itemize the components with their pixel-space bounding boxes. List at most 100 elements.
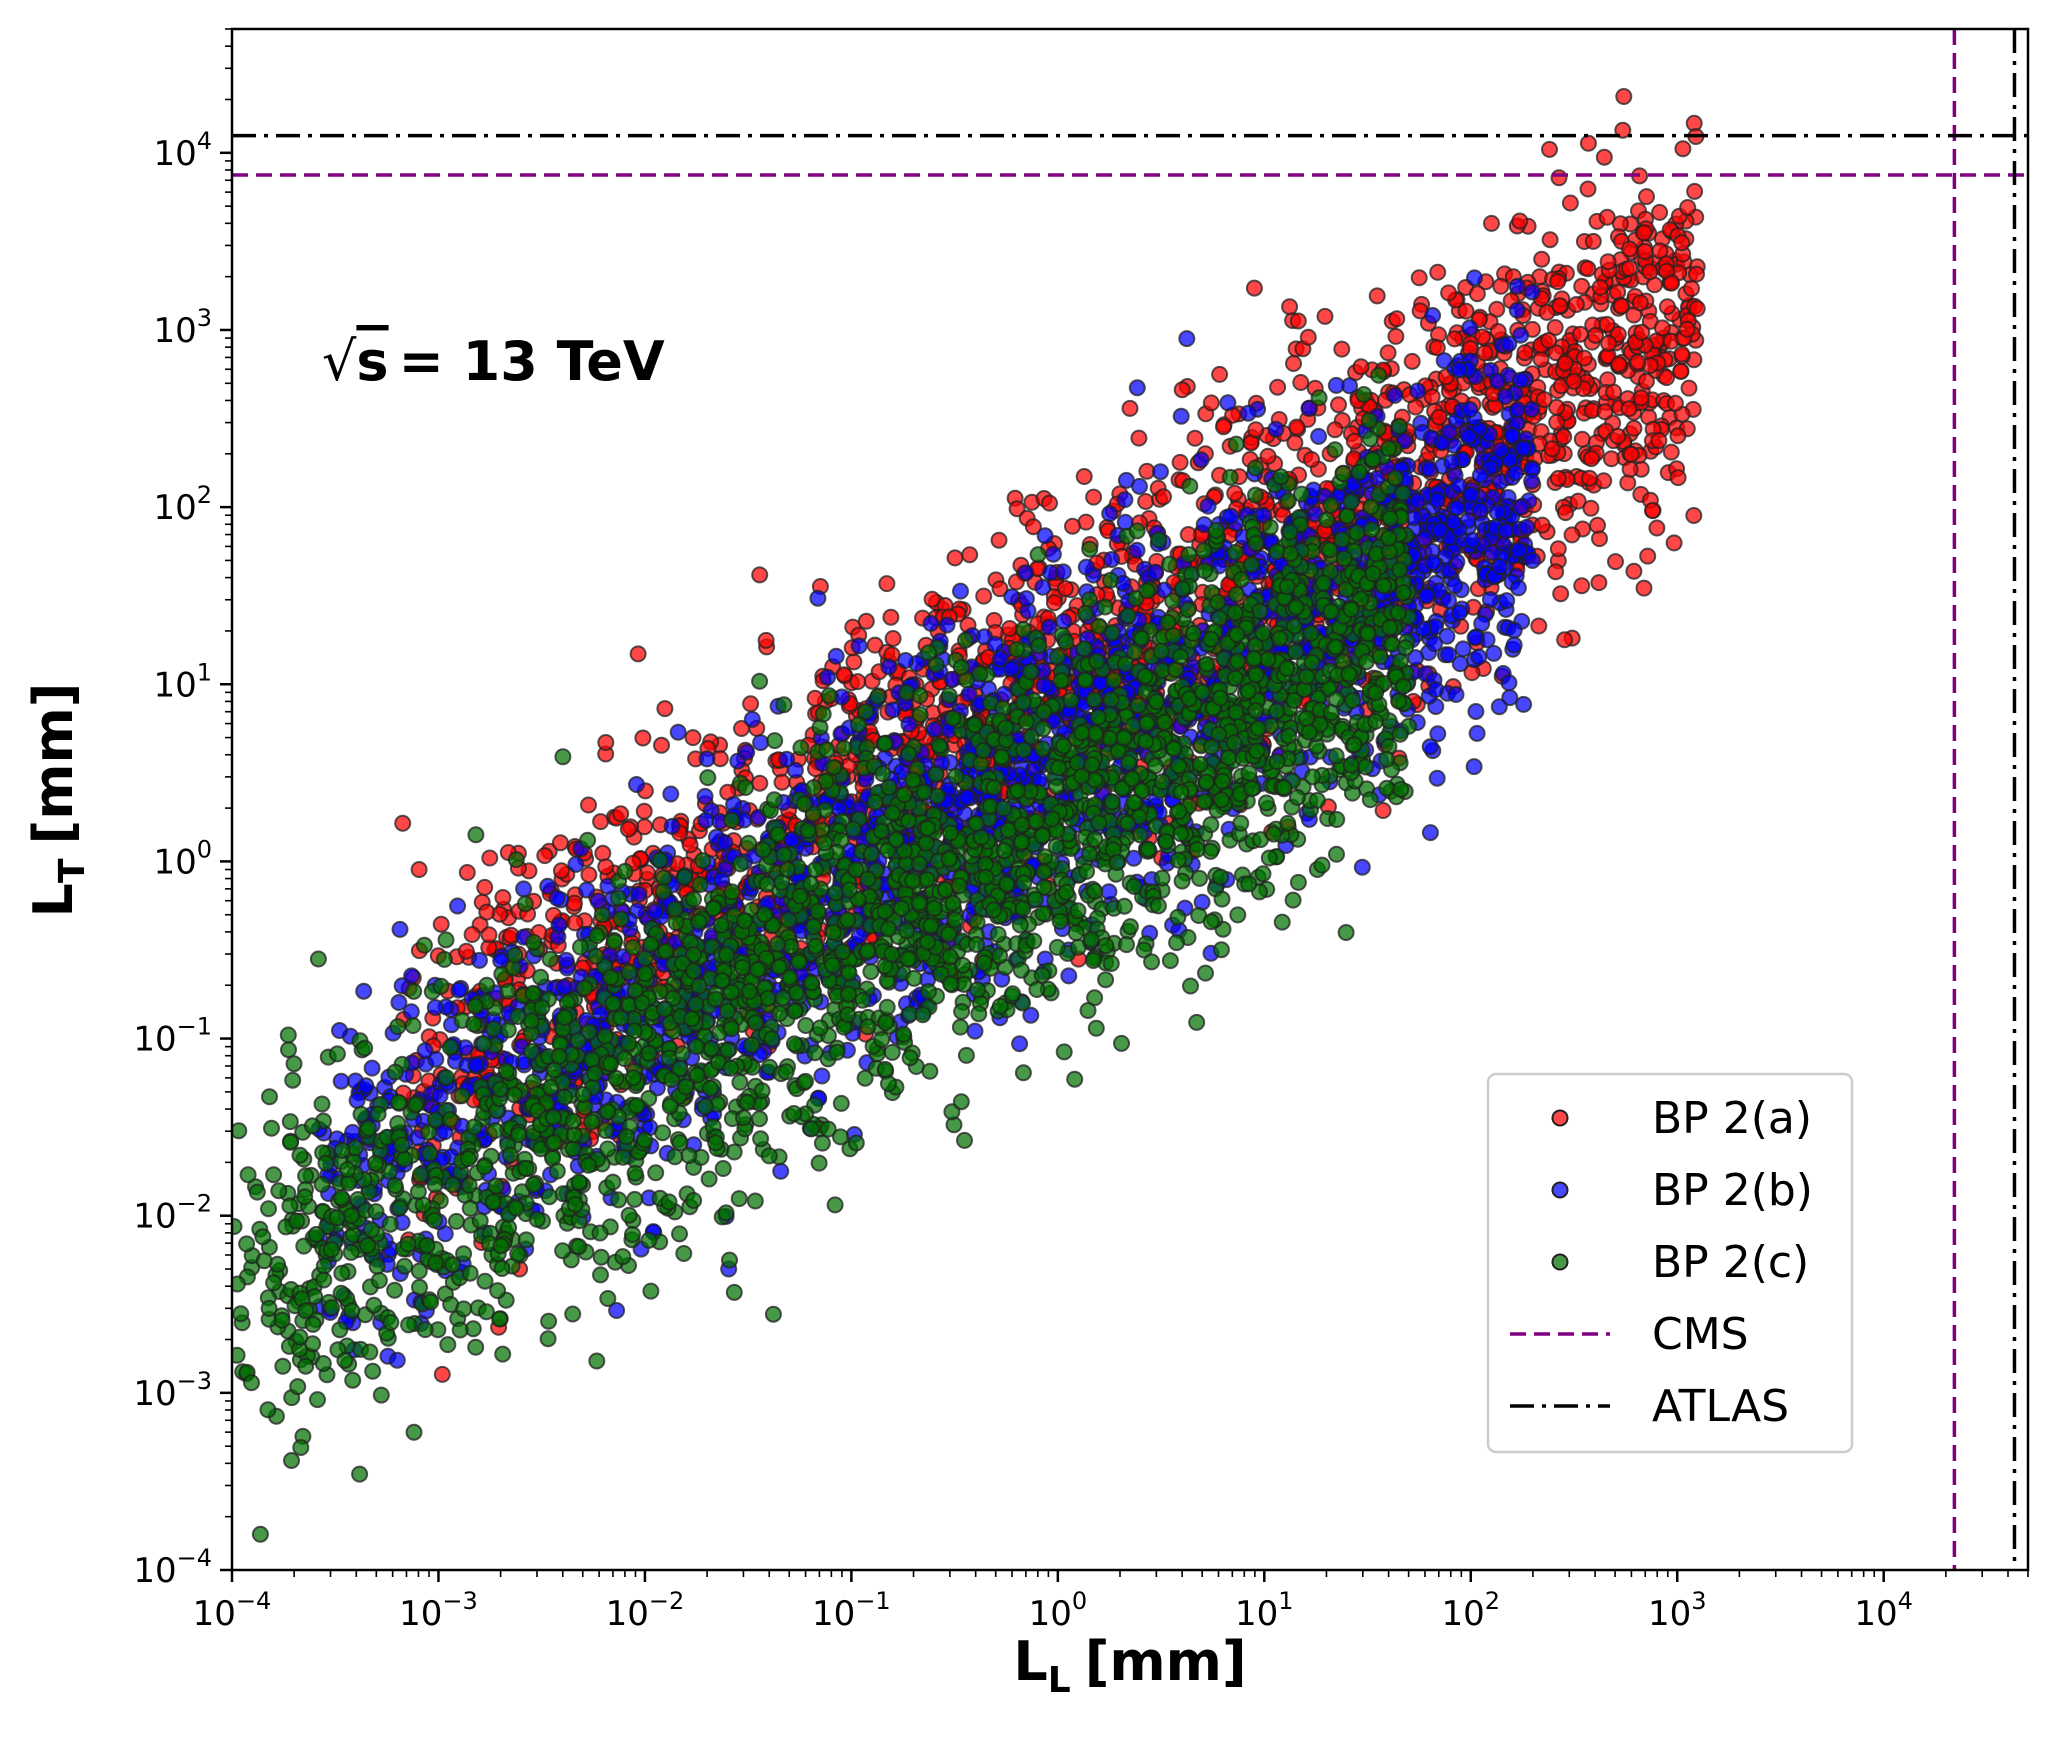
series-2-point — [966, 1022, 984, 1040]
series-1-point — [1635, 224, 1653, 242]
series-1-point — [1538, 303, 1556, 321]
series-1-point — [857, 612, 875, 630]
series-1-point — [636, 818, 653, 836]
series-3-point — [1181, 477, 1199, 495]
series-3-point — [572, 938, 589, 956]
series-2-point — [1512, 498, 1530, 516]
series-1-point — [1650, 432, 1668, 449]
series-2-point — [1460, 427, 1478, 445]
series-1-point — [1303, 451, 1320, 468]
series-2-point — [1101, 505, 1119, 523]
series-2-point — [331, 1022, 348, 1039]
series-2-point — [391, 920, 409, 938]
series-1-point — [1155, 488, 1172, 506]
series-2-point — [1461, 400, 1479, 418]
series-1-point — [656, 700, 674, 718]
series-2-point — [1427, 681, 1445, 699]
series-2-point — [1447, 686, 1465, 703]
series-2-point — [1462, 486, 1480, 504]
series-1-point — [1540, 332, 1558, 349]
series-1-point — [1565, 372, 1583, 390]
series-2-point — [1498, 592, 1516, 610]
series-1-point — [1641, 263, 1659, 281]
series-1-point — [1573, 577, 1591, 595]
series-1-point — [1281, 298, 1299, 316]
series-1-point — [882, 608, 900, 626]
series-2-point — [1178, 330, 1196, 348]
series-2-point — [1131, 477, 1148, 495]
series-1-point — [1492, 277, 1510, 295]
series-1-point — [1557, 504, 1574, 522]
series-1-point — [1530, 617, 1548, 635]
series-1-point — [635, 802, 653, 820]
series-3-point — [967, 815, 985, 832]
series-3-point — [1328, 845, 1345, 863]
series-1-point — [1299, 328, 1317, 346]
series-1-point — [1075, 468, 1093, 485]
series-2-point — [1465, 758, 1483, 776]
series-2-point — [1507, 464, 1525, 482]
series-2-point — [1497, 522, 1514, 540]
series-1-point — [1609, 427, 1627, 445]
series-1-point — [1440, 284, 1458, 302]
series-2-point — [738, 743, 756, 761]
series-1-point — [1556, 631, 1574, 649]
series-1-point — [1688, 300, 1706, 318]
series-2-point — [1035, 677, 1053, 694]
series-2-point — [880, 658, 898, 676]
series-3-point — [1227, 435, 1245, 453]
series-1-point — [1620, 400, 1638, 418]
series-1-point — [849, 673, 867, 691]
series-1-point — [1579, 180, 1597, 198]
series-2-point — [355, 982, 373, 1000]
series-1-point — [1333, 340, 1351, 358]
series-2-point — [1011, 1035, 1029, 1053]
series-3-point — [612, 910, 630, 928]
series-1-point — [1085, 488, 1103, 506]
series-1-point — [1567, 296, 1585, 313]
series-1-point — [433, 1365, 451, 1383]
series-3-point — [263, 1119, 280, 1137]
series-1-point — [1595, 472, 1613, 490]
series-1-point — [1665, 534, 1683, 552]
series-2-point — [986, 635, 1004, 653]
series-2-point — [1128, 379, 1146, 397]
series-1-point — [1288, 418, 1306, 436]
series-2-point — [1523, 472, 1541, 490]
series-1-point — [1615, 88, 1633, 105]
series-3-point — [356, 1039, 374, 1057]
series-1-point — [1202, 394, 1220, 412]
series-1-point — [1602, 450, 1620, 468]
series-1-point — [1368, 287, 1386, 305]
series-3-point — [539, 1330, 557, 1348]
series-3-point — [610, 889, 627, 907]
series-1-point — [773, 773, 791, 791]
series-1-point — [480, 926, 498, 944]
series-1-point — [1548, 413, 1566, 431]
series-1-point — [1345, 432, 1363, 450]
series-3-point — [437, 1069, 455, 1086]
series-1-point — [1607, 553, 1624, 571]
series-1-point — [1678, 320, 1696, 338]
series-2-point — [1515, 695, 1533, 713]
series-1-point — [1428, 339, 1446, 357]
series-1-point — [619, 820, 637, 838]
series-1-point — [1549, 469, 1567, 487]
series-1-point — [1648, 519, 1666, 537]
series-2-point — [416, 1042, 434, 1060]
series-1-point — [1259, 447, 1277, 465]
series-3-point — [499, 982, 517, 1000]
series-2-point — [897, 652, 915, 669]
series-1-point — [1130, 429, 1148, 447]
series-2-point — [1147, 563, 1164, 581]
series-1-point — [835, 666, 853, 684]
series-1-point — [1533, 516, 1551, 534]
series-2-point — [938, 616, 956, 634]
series-3-point — [1221, 468, 1239, 486]
series-2-point — [1509, 579, 1527, 597]
series-2-point — [1500, 674, 1518, 692]
series-1-point — [1625, 562, 1643, 580]
series-1-point — [1552, 585, 1570, 603]
series-1-point — [1483, 214, 1500, 232]
series-2-point — [1466, 629, 1484, 647]
